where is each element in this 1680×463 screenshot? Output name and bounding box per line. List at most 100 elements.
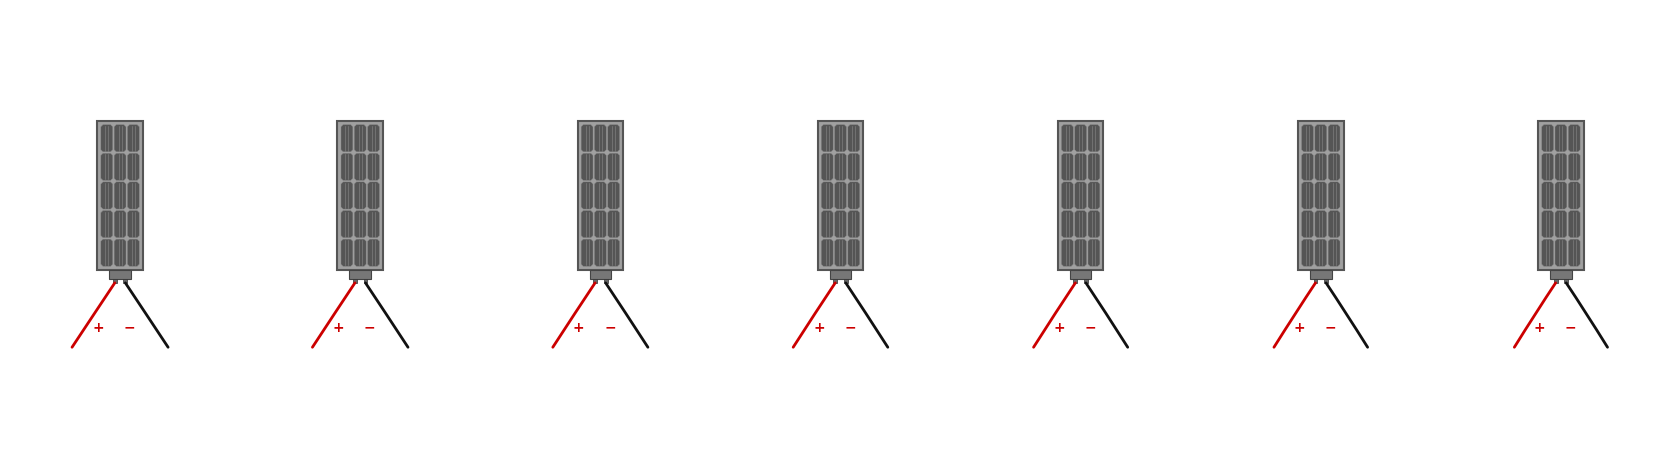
Polygon shape	[833, 125, 847, 152]
Polygon shape	[354, 182, 366, 209]
FancyBboxPatch shape	[833, 279, 837, 283]
Polygon shape	[1541, 125, 1552, 152]
Polygon shape	[128, 125, 139, 152]
Polygon shape	[1060, 211, 1072, 238]
Text: −: −	[365, 320, 375, 335]
Polygon shape	[595, 182, 606, 209]
Polygon shape	[1327, 125, 1339, 152]
Polygon shape	[1541, 182, 1552, 209]
Polygon shape	[1060, 125, 1072, 152]
Polygon shape	[1314, 211, 1326, 238]
FancyBboxPatch shape	[349, 270, 371, 279]
Text: +: +	[333, 320, 344, 335]
Polygon shape	[1300, 153, 1312, 181]
FancyBboxPatch shape	[338, 121, 383, 270]
FancyBboxPatch shape	[816, 121, 864, 270]
Polygon shape	[833, 239, 847, 266]
Polygon shape	[1074, 153, 1085, 181]
Polygon shape	[128, 239, 139, 266]
Polygon shape	[1300, 125, 1312, 152]
Polygon shape	[1060, 153, 1072, 181]
FancyBboxPatch shape	[830, 270, 850, 279]
Polygon shape	[368, 239, 380, 266]
Polygon shape	[847, 182, 858, 209]
Polygon shape	[1327, 153, 1339, 181]
FancyBboxPatch shape	[353, 279, 356, 283]
FancyBboxPatch shape	[123, 279, 128, 283]
Polygon shape	[608, 125, 620, 152]
Polygon shape	[128, 153, 139, 181]
FancyBboxPatch shape	[109, 270, 131, 279]
Polygon shape	[581, 125, 593, 152]
Polygon shape	[1087, 125, 1099, 152]
Polygon shape	[1060, 239, 1072, 266]
Polygon shape	[847, 239, 858, 266]
Polygon shape	[101, 211, 113, 238]
FancyBboxPatch shape	[1324, 279, 1327, 283]
Text: −: −	[124, 320, 136, 335]
Polygon shape	[1300, 239, 1312, 266]
FancyBboxPatch shape	[1552, 279, 1557, 283]
Polygon shape	[368, 153, 380, 181]
Polygon shape	[1074, 182, 1085, 209]
Polygon shape	[833, 153, 847, 181]
Polygon shape	[1541, 211, 1552, 238]
FancyBboxPatch shape	[843, 279, 847, 283]
Polygon shape	[1314, 125, 1326, 152]
Text: +: +	[92, 320, 104, 335]
Polygon shape	[595, 211, 606, 238]
Polygon shape	[1327, 239, 1339, 266]
FancyBboxPatch shape	[113, 279, 116, 283]
FancyBboxPatch shape	[1074, 279, 1077, 283]
Polygon shape	[354, 239, 366, 266]
Polygon shape	[341, 211, 353, 238]
Text: −: −	[843, 320, 855, 335]
Polygon shape	[822, 125, 833, 152]
Polygon shape	[822, 211, 833, 238]
Polygon shape	[1554, 239, 1566, 266]
Polygon shape	[114, 239, 126, 266]
FancyBboxPatch shape	[1057, 121, 1102, 270]
Polygon shape	[128, 211, 139, 238]
Polygon shape	[822, 153, 833, 181]
Polygon shape	[581, 153, 593, 181]
FancyBboxPatch shape	[593, 279, 596, 283]
FancyBboxPatch shape	[1537, 121, 1583, 270]
Polygon shape	[847, 153, 858, 181]
Polygon shape	[341, 182, 353, 209]
Polygon shape	[1087, 182, 1099, 209]
Polygon shape	[1314, 153, 1326, 181]
Polygon shape	[1554, 125, 1566, 152]
Polygon shape	[101, 125, 113, 152]
Polygon shape	[1314, 182, 1326, 209]
Polygon shape	[847, 211, 858, 238]
Text: −: −	[1084, 320, 1095, 335]
Polygon shape	[581, 211, 593, 238]
Polygon shape	[101, 153, 113, 181]
Polygon shape	[101, 239, 113, 266]
FancyBboxPatch shape	[603, 279, 606, 283]
Polygon shape	[1567, 211, 1579, 238]
Polygon shape	[847, 125, 858, 152]
Polygon shape	[1074, 211, 1085, 238]
FancyBboxPatch shape	[363, 279, 368, 283]
Text: +: +	[1292, 320, 1304, 335]
Polygon shape	[1074, 125, 1085, 152]
Polygon shape	[1314, 239, 1326, 266]
FancyBboxPatch shape	[590, 270, 612, 279]
Polygon shape	[608, 153, 620, 181]
Polygon shape	[1554, 211, 1566, 238]
Polygon shape	[1327, 211, 1339, 238]
Text: −: −	[1324, 320, 1336, 335]
FancyBboxPatch shape	[1312, 279, 1317, 283]
Polygon shape	[1300, 211, 1312, 238]
Polygon shape	[595, 239, 606, 266]
Polygon shape	[1327, 182, 1339, 209]
Polygon shape	[341, 239, 353, 266]
Polygon shape	[1567, 182, 1579, 209]
Polygon shape	[1567, 125, 1579, 152]
Polygon shape	[1087, 211, 1099, 238]
Polygon shape	[833, 182, 847, 209]
Polygon shape	[1567, 239, 1579, 266]
Polygon shape	[1074, 239, 1085, 266]
